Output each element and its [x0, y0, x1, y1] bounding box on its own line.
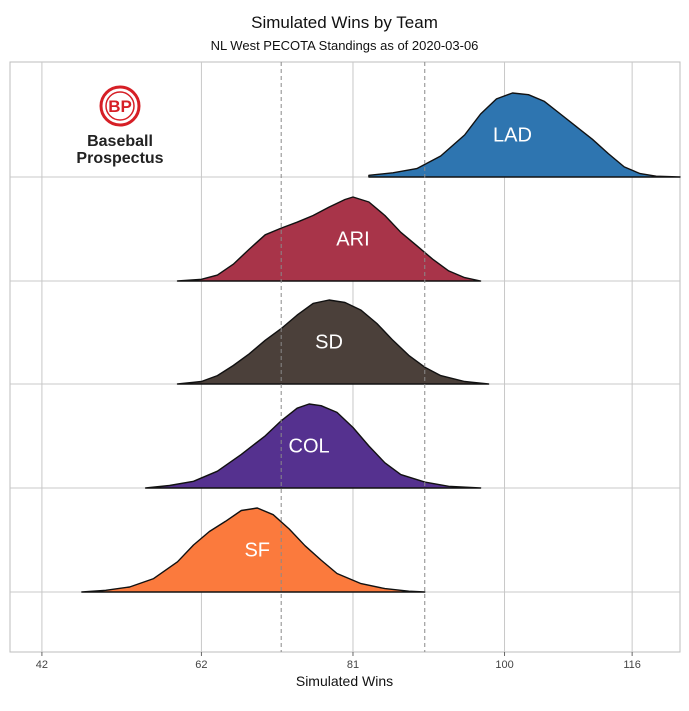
x-tick-label-81: 81 [347, 659, 359, 671]
ridge-label-ari: ARI [336, 229, 369, 251]
x-axis-label: Simulated Wins [296, 673, 393, 689]
x-axis-ticks: 42 62 81 100 116 [36, 652, 641, 671]
ridge-label-sd: SD [315, 332, 343, 354]
logo-initials: BP [108, 97, 132, 116]
logo-line-1: Baseball [87, 133, 153, 150]
team-labels: LAD ARI SD COL SF [244, 125, 531, 562]
reference-lines [280, 62, 426, 652]
ridge-label-col: COL [289, 436, 330, 458]
baseball-prospectus-logo: BP Baseball Prospectus [76, 85, 164, 167]
density-ridges [81, 92, 681, 593]
ridge-sf [81, 507, 426, 593]
ridge-label-sf: SF [244, 540, 270, 562]
chart-subtitle: NL West PECOTA Standings as of 2020-03-0… [211, 38, 479, 53]
x-tick-label-100: 100 [495, 659, 513, 671]
logo-line-2: Prospectus [76, 150, 163, 167]
ridge-ari [176, 196, 482, 282]
x-tick-label-42: 42 [36, 659, 48, 671]
x-tick-label-62: 62 [195, 659, 207, 671]
x-tick-label-116: 116 [623, 659, 641, 671]
ridge-sd [176, 299, 490, 385]
logo-inner-icon [105, 91, 135, 121]
logo-ring-icon [99, 85, 141, 127]
chart-title: Simulated Wins by Team [251, 13, 438, 32]
ridge-label-lad: LAD [493, 125, 532, 147]
ridge-lad [368, 92, 681, 178]
